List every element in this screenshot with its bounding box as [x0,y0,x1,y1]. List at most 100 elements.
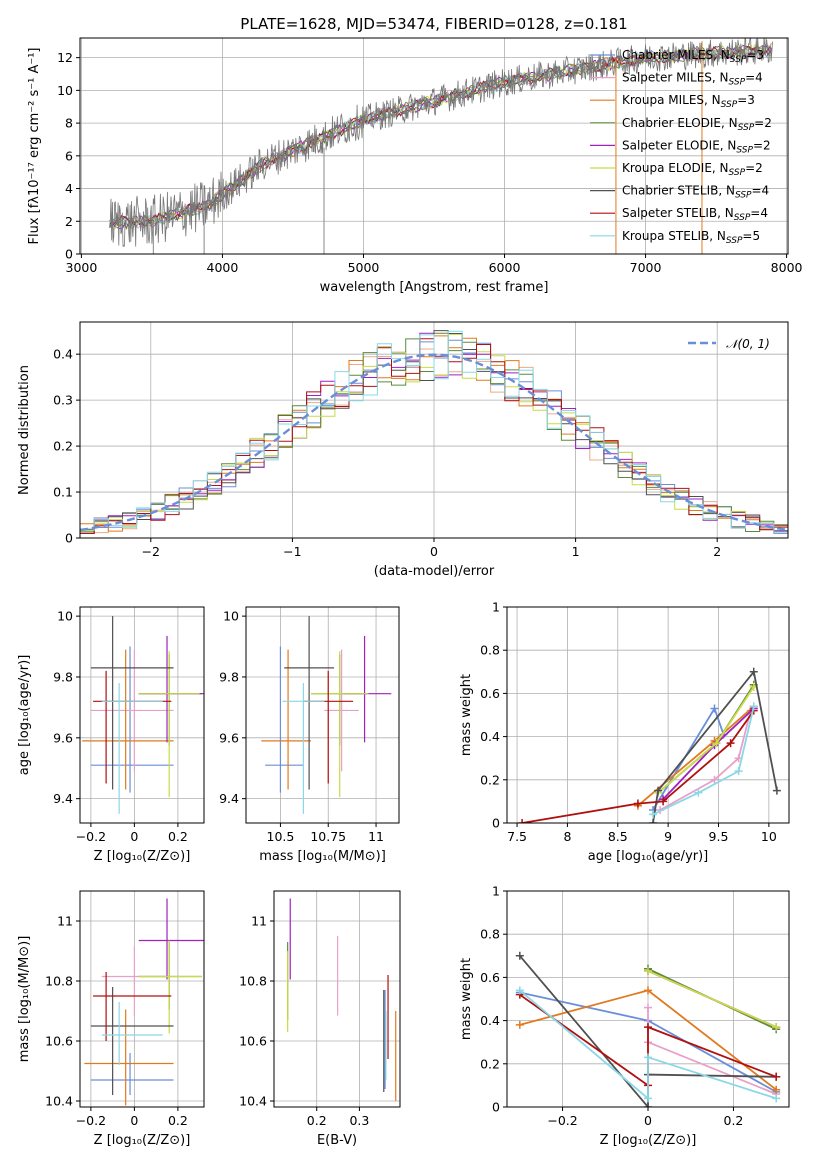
y-tick-label: 12 [57,50,73,65]
weight-line [647,970,777,1028]
y-tick-label: 9.6 [219,730,239,745]
panel-age_vs_mass: 10.5 10.75 11 9.4 9.6 9.8 10 mass [log₁₀(M/M⊙)] [219,606,400,864]
plot-area-spectrum [109,38,773,254]
plot-area-age_vs_Z [82,616,204,814]
weight-marker [644,1094,652,1103]
x-axis-label: (data-model)/error [374,564,495,579]
legend-entry: Kroupa MILES, NSSP=3 [622,93,755,110]
legend-entry: Chabrier MILES, NSSP=3 [622,48,764,65]
weight-marker [772,786,781,795]
x-tick-label: 0.3 [349,1113,369,1128]
axes-frame [506,606,790,824]
weight-marker [644,1023,652,1032]
y-tick-label: 0 [65,531,73,546]
panel-weight_vs_age: 7.5 8 8.5 9 9.5 10 0 0.2 0.4 0.6 0.8 1 age [log₁₀(ag… [459,600,790,864]
y-tick-label: 10.4 [239,1094,267,1109]
weight-marker [772,1085,781,1094]
x-tick-label: 7000 [630,260,662,275]
x-tick-label: −2 [142,544,160,559]
legend-entry: 𝒩(0, 1) [726,337,770,351]
y-tick-label: 9.4 [219,791,239,806]
weight-marker [515,951,524,960]
x-tick-label: −1 [283,544,301,559]
x-tick-label: 2 [713,544,721,559]
weight-marker [710,775,719,784]
plot-area-mass_vs_ebv [287,898,397,1101]
normal-curve [80,353,788,532]
axes-frame [273,890,401,1108]
weight-marker [654,786,663,795]
legend-tail: =2 [754,116,772,130]
observed-spectrum [109,38,773,247]
axes-frame [245,606,400,824]
x-tick-label: 9 [664,829,672,844]
y-tick-label: 1 [492,884,500,899]
weight-marker [644,966,652,975]
legend-tail: =4 [752,184,770,198]
x-tick-label: 8000 [771,260,803,275]
panel-residuals: −2 −1 0 1 2 0 0.1 0.2 0.3 0.4 (data-model)/error No… [17,321,789,579]
weight-marker [710,704,719,713]
y-tick-label: 0.3 [53,393,73,408]
legend-entry: Kroupa STELIB, NSSP=5 [622,229,760,246]
weight-line [659,710,752,811]
x-tick-label: 0.2 [168,1113,188,1128]
x-tick-label: 1 [572,544,580,559]
panel-mass_vs_Z: −0.2 0 0.2 10.4 10.6 10.8 11 Z [log₁₀(Z/Z⊙)] mas… [17,890,205,1148]
y-tick-label: 2 [65,214,73,229]
y-tick-label: 0.1 [53,485,73,500]
x-tick-label: −0.2 [76,1113,106,1128]
x-tick-label: 5000 [348,260,380,275]
x-tick-label: −0.2 [547,1113,577,1128]
weight-marker [734,767,743,776]
y-tick-label: 10.4 [45,1094,73,1109]
weight-marker [644,1103,652,1107]
axes-frame [79,37,789,255]
legend-text: Salpeter STELIB, N [622,206,734,220]
legend-tail: =5 [742,229,760,243]
y-axis-label: mass [log₁₀(M/M⊙)] [17,936,32,1063]
legend-entry: Salpeter ELODIE, NSSP=2 [622,138,771,155]
weight-marker [644,1003,652,1012]
y-tick-label: 10 [57,609,73,624]
y-tick-label: 0.4 [53,347,73,362]
y-tick-label: 11 [57,914,73,929]
weight-marker [515,986,524,995]
y-tick-label: 0.2 [480,1056,500,1071]
x-tick-label: 10.75 [310,829,346,844]
legend-subscript: SSP [738,123,755,133]
legend-entry: Salpeter STELIB, NSSP=4 [622,206,768,223]
legend-text: Chabrier STELIB, N [622,184,735,198]
x-tick-label: −0.2 [76,829,106,844]
weight-marker [649,819,658,823]
weight-marker [772,1023,781,1032]
legend-subscript: SSP [736,145,753,155]
y-tick-label: 6 [65,148,73,163]
weight-marker [726,739,735,748]
weight-marker [515,1020,524,1029]
x-tick-label: 7.5 [507,829,527,844]
figure-title: PLATE=1628, MJD=53474, FIBERID=0128, z=0… [240,15,627,33]
x-axis-label: E(B-V) [317,1133,357,1148]
x-axis-label: mass [log₁₀(M/M⊙)] [259,849,386,864]
x-tick-label: 10.5 [267,829,295,844]
x-tick-label: 8.5 [608,829,628,844]
plot-area-mass_vs_Z [84,898,204,1106]
residual-histogram [80,330,788,533]
legend-tail: =3 [746,48,764,62]
legend-text: Kroupa MILES, N [622,93,721,107]
legend-subscript: SSP [721,100,738,110]
y-tick-label: 0.4 [480,729,500,744]
legend-text: Chabrier ELODIE, N [622,116,738,130]
panel-age_vs_Z: −0.2 0 0.2 9.4 9.6 9.8 10 Z [log₁₀(Z/Z⊙)] age [l… [17,606,205,864]
y-tick-label: 0.2 [480,772,500,787]
x-tick-label: 0 [130,829,138,844]
weight-marker [644,986,652,995]
weight-marker [712,739,721,748]
legend-text: Kroupa STELIB, N [622,229,726,243]
weight-marker [772,1094,781,1103]
legend-tail: =4 [750,206,768,220]
